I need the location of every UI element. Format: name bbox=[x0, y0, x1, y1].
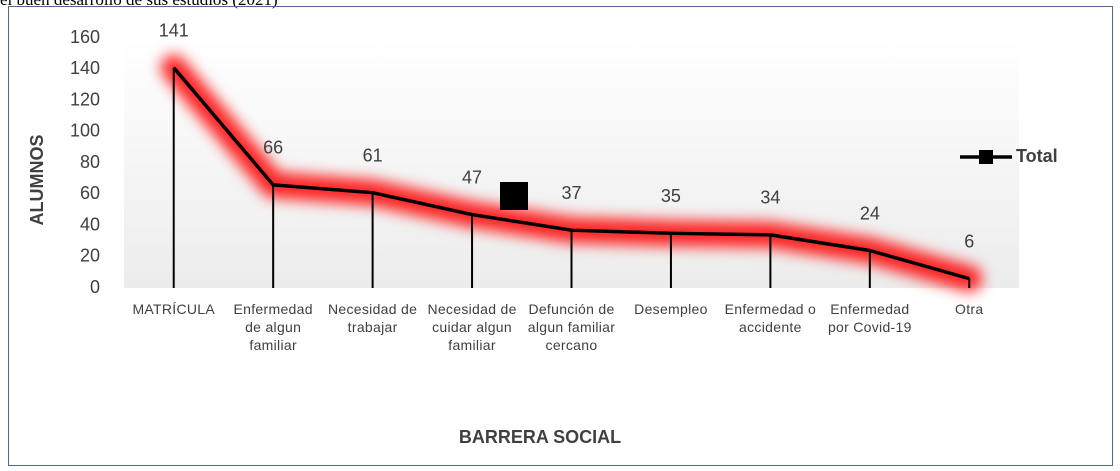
legend-label: Total bbox=[1016, 146, 1058, 166]
data-label: 66 bbox=[263, 138, 283, 158]
y-tick-label: 100 bbox=[70, 121, 100, 141]
data-label: 35 bbox=[661, 186, 681, 206]
y-tick-label: 20 bbox=[80, 246, 100, 266]
data-label: 24 bbox=[860, 203, 880, 223]
frame bbox=[8, 6, 1113, 466]
legend-marker bbox=[979, 150, 993, 164]
data-label: 6 bbox=[964, 231, 974, 251]
x-axis-title: BARRERA SOCIAL bbox=[459, 427, 621, 447]
data-label: 34 bbox=[760, 188, 780, 208]
y-tick-label: 80 bbox=[80, 152, 100, 172]
y-tick-label: 40 bbox=[80, 214, 100, 234]
data-label: 61 bbox=[363, 145, 383, 165]
data-label: 47 bbox=[462, 167, 482, 187]
y-tick-label: 0 bbox=[90, 277, 100, 297]
x-tick-label: Desempleo bbox=[634, 301, 708, 317]
series-line bbox=[172, 66, 970, 281]
x-tick-label: Otra bbox=[955, 301, 984, 317]
marker-artifact bbox=[500, 182, 528, 210]
x-tick-label: Enfermedad de algun familiar bbox=[233, 301, 313, 353]
y-axis-title: ALUMNOS bbox=[27, 135, 47, 226]
y-tick-label: 140 bbox=[70, 58, 100, 78]
x-tick-label: Enfermedad por Covid-19 bbox=[827, 301, 912, 335]
y-tick-label: 120 bbox=[70, 89, 100, 109]
caption: el buen desarrollo de sus estudios (2021… bbox=[0, 0, 278, 10]
x-tick-label: Necesidad de cuidar algun familiar bbox=[427, 301, 517, 353]
data-label: 37 bbox=[561, 183, 581, 203]
x-tick-label: Defunción de algun familiar cercano bbox=[527, 301, 616, 353]
y-tick-label: 160 bbox=[70, 27, 100, 47]
x-tick-label: Necesidad de trabajar bbox=[328, 301, 418, 335]
x-tick-label: MATRÍCULA bbox=[132, 301, 215, 317]
x-tick-label: Enfermedad o accidente bbox=[724, 301, 817, 335]
data-label: 141 bbox=[159, 20, 189, 40]
y-tick-label: 60 bbox=[80, 183, 100, 203]
